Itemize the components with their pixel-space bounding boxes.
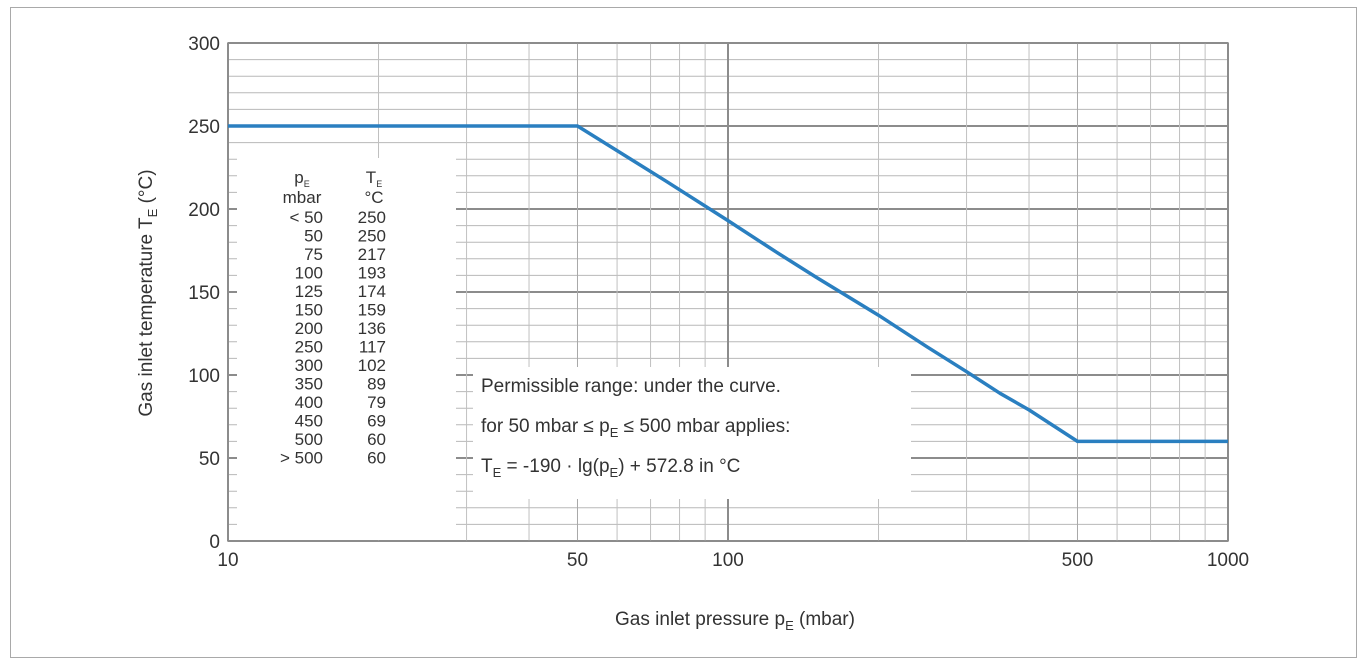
table-cell-temperature: 60 xyxy=(367,430,386,449)
annotation-line-2: for 50 mbar ≤ pE ≤ 500 mbar applies: xyxy=(481,416,790,440)
table-cell-pressure: 450 xyxy=(295,412,323,431)
table-cell-pressure: 250 xyxy=(295,338,323,357)
x-tick-label: 1000 xyxy=(1207,550,1249,571)
value-table: pE TE mbar °C < 50 250 50 250 75 217 100 193 125… xyxy=(280,168,386,468)
table-cell-pressure: 350 xyxy=(295,375,323,394)
table-cell-pressure: 500 xyxy=(295,430,323,449)
x-tick-label: 50 xyxy=(567,550,588,571)
table-header-te: TE xyxy=(366,168,382,189)
y-tick-label: 150 xyxy=(188,283,220,304)
table-cell-pressure: > 500 xyxy=(280,449,323,468)
table-cell-temperature: 79 xyxy=(367,393,386,412)
plot-border xyxy=(227,42,1229,542)
x-tick-label: 10 xyxy=(217,550,238,571)
table-cell-temperature: 159 xyxy=(358,301,386,320)
series-line xyxy=(228,124,1228,444)
table-cell-pressure: 100 xyxy=(295,264,323,283)
y-tick-label: 250 xyxy=(188,117,220,138)
table-cell-pressure: < 50 xyxy=(289,208,323,227)
x-tick-label: 500 xyxy=(1062,550,1094,571)
annotation-line-1: Permissible range: under the curve. xyxy=(481,376,781,397)
annotation-line-3: TE = -190 · lg(pE) + 572.8 in °C xyxy=(481,456,740,480)
table-cell-temperature: 250 xyxy=(358,208,386,227)
y-tick-label: 200 xyxy=(188,200,220,221)
table-cell-temperature: 102 xyxy=(358,356,386,375)
table-cell-temperature: 136 xyxy=(358,319,386,338)
table-cell-temperature: 89 xyxy=(367,375,386,394)
table-cell-pressure: 200 xyxy=(295,319,323,338)
y-tick-label: 50 xyxy=(199,449,220,470)
y-axis-title: Gas inlet temperature TE (°C) xyxy=(136,169,160,416)
table-cell-temperature: 193 xyxy=(358,264,386,283)
x-tick-label: 100 xyxy=(712,550,744,571)
y-tick-label: 300 xyxy=(188,34,220,55)
table-cell-temperature: 174 xyxy=(358,282,386,301)
table-unit-pe: mbar xyxy=(283,188,322,207)
table-header-pe: pE xyxy=(294,168,309,189)
table-cell-pressure: 150 xyxy=(295,301,323,320)
y-tick-label: 0 xyxy=(209,532,220,553)
table-cell-pressure: 50 xyxy=(304,227,323,246)
data-line xyxy=(228,124,1228,444)
annotation-panel xyxy=(473,367,911,499)
table-cell-pressure: 125 xyxy=(295,282,323,301)
table-unit-te: °C xyxy=(364,188,383,207)
chart-frame xyxy=(10,7,1357,658)
table-cell-pressure: 75 xyxy=(304,245,323,264)
table-cell-temperature: 69 xyxy=(367,412,386,431)
table-panel xyxy=(237,158,456,540)
table-cell-pressure: 300 xyxy=(295,356,323,375)
table-cell-temperature: 60 xyxy=(367,449,386,468)
y-tick-label: 100 xyxy=(188,366,220,387)
table-cell-temperature: 117 xyxy=(359,338,386,357)
table-cell-temperature: 250 xyxy=(358,227,386,246)
table-cell-temperature: 217 xyxy=(358,245,386,264)
table-cell-pressure: 400 xyxy=(295,393,323,412)
x-axis-title: Gas inlet pressure pE (mbar) xyxy=(615,609,855,633)
